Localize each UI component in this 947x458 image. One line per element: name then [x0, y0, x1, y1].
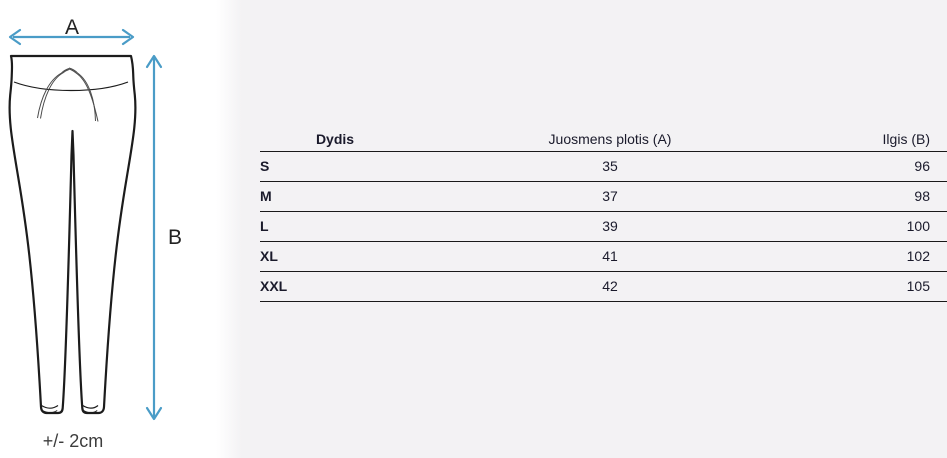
svg-text:A: A: [65, 16, 79, 39]
svg-text:B: B: [168, 226, 182, 249]
svg-text:+/- 2cm: +/- 2cm: [43, 431, 104, 451]
